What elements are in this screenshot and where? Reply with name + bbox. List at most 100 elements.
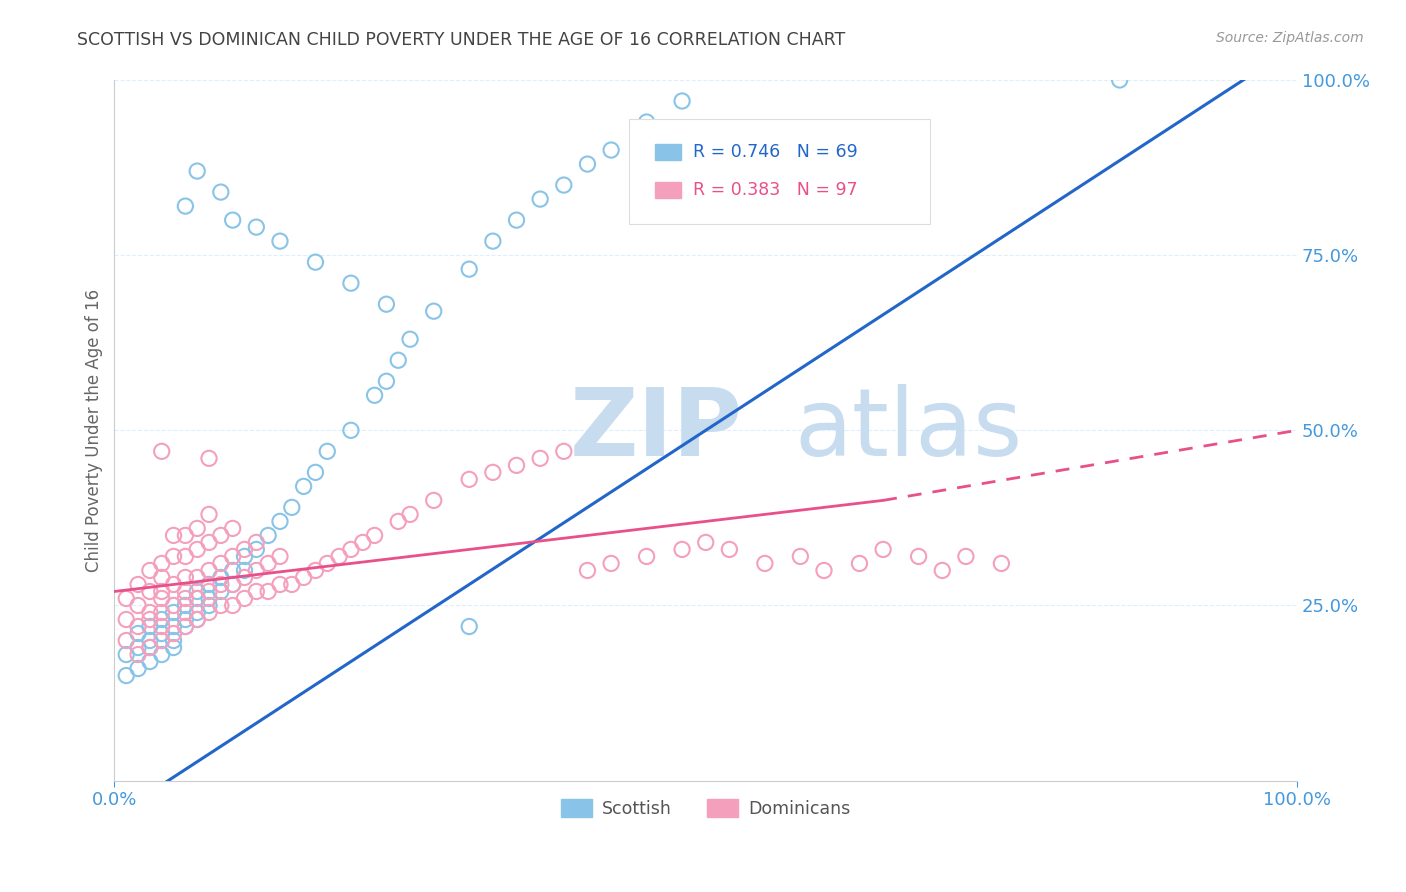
Point <box>150 626 173 640</box>
Point <box>198 584 221 599</box>
Point <box>233 564 256 578</box>
Point <box>304 466 326 480</box>
Point <box>198 564 221 578</box>
Point <box>150 584 173 599</box>
Point <box>162 528 184 542</box>
Point <box>352 535 374 549</box>
Point <box>174 613 197 627</box>
Point <box>150 570 173 584</box>
Point <box>553 178 575 192</box>
Point <box>257 528 280 542</box>
Point <box>269 577 291 591</box>
Point <box>186 606 208 620</box>
Point <box>931 564 953 578</box>
Point <box>316 444 339 458</box>
Point <box>363 388 385 402</box>
Point <box>186 591 208 606</box>
Legend: Scottish, Dominicans: Scottish, Dominicans <box>554 792 858 824</box>
Point <box>304 255 326 269</box>
Point <box>198 599 221 613</box>
FancyBboxPatch shape <box>655 145 681 160</box>
Point <box>174 549 197 564</box>
Point <box>139 640 162 655</box>
Point <box>269 515 291 529</box>
Point <box>505 458 527 473</box>
Point <box>636 549 658 564</box>
Point <box>458 619 481 633</box>
Point <box>209 599 232 613</box>
FancyBboxPatch shape <box>628 119 931 224</box>
Point <box>422 304 444 318</box>
Point <box>174 619 197 633</box>
Point <box>127 599 149 613</box>
Point <box>186 570 208 584</box>
Point <box>340 276 363 290</box>
Point <box>458 262 481 277</box>
Point <box>186 542 208 557</box>
Point <box>269 234 291 248</box>
Point <box>482 466 505 480</box>
Point <box>990 557 1012 571</box>
Point <box>139 613 162 627</box>
Point <box>174 619 197 633</box>
Y-axis label: Child Poverty Under the Age of 16: Child Poverty Under the Age of 16 <box>86 289 103 572</box>
Point <box>115 633 138 648</box>
Point <box>115 613 138 627</box>
Point <box>245 535 267 549</box>
Point <box>363 528 385 542</box>
Point <box>127 577 149 591</box>
Point <box>139 640 162 655</box>
Point <box>848 143 870 157</box>
Point <box>150 557 173 571</box>
Point <box>789 549 811 564</box>
Point <box>529 192 551 206</box>
Point <box>174 591 197 606</box>
Point <box>269 549 291 564</box>
Point <box>174 584 197 599</box>
Point <box>340 423 363 437</box>
Point <box>174 606 197 620</box>
Point <box>150 648 173 662</box>
Point <box>221 213 243 227</box>
Point <box>233 549 256 564</box>
Point <box>139 564 162 578</box>
Point <box>375 374 398 388</box>
Point <box>553 444 575 458</box>
Point <box>754 557 776 571</box>
Point <box>198 591 221 606</box>
Point <box>233 591 256 606</box>
Text: Source: ZipAtlas.com: Source: ZipAtlas.com <box>1216 31 1364 45</box>
Point <box>150 444 173 458</box>
Point <box>150 591 173 606</box>
Point <box>233 542 256 557</box>
Point <box>576 157 599 171</box>
Point <box>600 557 623 571</box>
Point <box>115 668 138 682</box>
Point <box>328 549 350 564</box>
Point <box>813 564 835 578</box>
Point <box>257 557 280 571</box>
Point <box>186 164 208 178</box>
Point <box>292 479 315 493</box>
Point <box>257 584 280 599</box>
Point <box>174 570 197 584</box>
Point <box>304 564 326 578</box>
Point <box>695 535 717 549</box>
Text: R = 0.746   N = 69: R = 0.746 N = 69 <box>693 143 858 161</box>
Point <box>162 549 184 564</box>
Point <box>209 557 232 571</box>
Text: ZIP: ZIP <box>569 384 742 476</box>
Point <box>813 157 835 171</box>
Point <box>162 599 184 613</box>
Point <box>754 192 776 206</box>
Point <box>150 633 173 648</box>
Point <box>162 619 184 633</box>
Point <box>209 577 232 591</box>
Point <box>907 549 929 564</box>
Point <box>198 535 221 549</box>
Point <box>186 584 208 599</box>
Point <box>636 115 658 129</box>
Point <box>115 648 138 662</box>
Point <box>221 577 243 591</box>
Text: atlas: atlas <box>794 384 1022 476</box>
